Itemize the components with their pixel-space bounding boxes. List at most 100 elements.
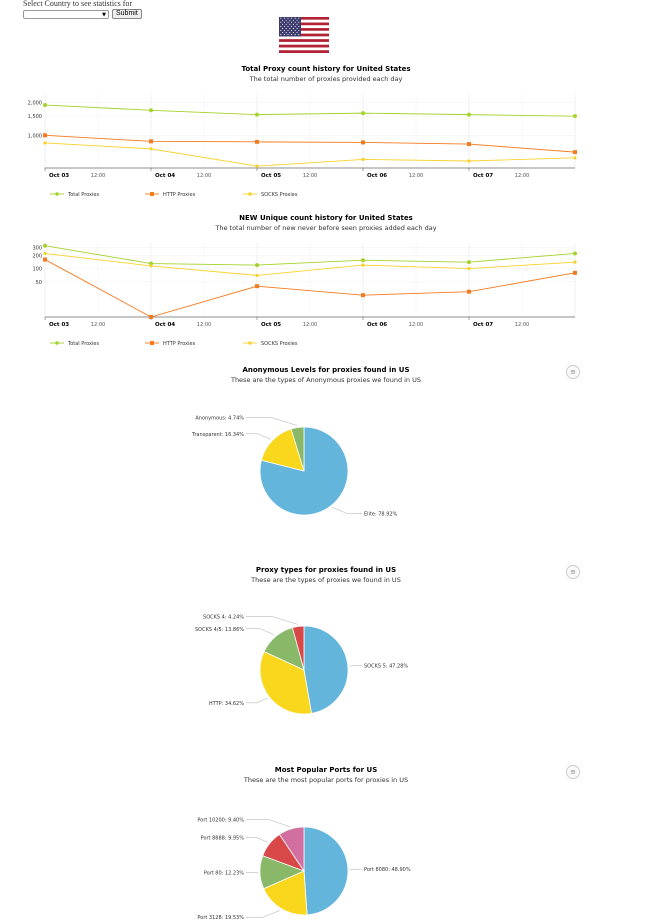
pie-label: Transparent: 16.34% <box>191 432 244 438</box>
y-tick-label: 50 <box>36 280 42 286</box>
submit-button[interactable]: Submit <box>112 9 142 19</box>
x-tick-label: Oct 05 <box>261 322 281 328</box>
data-point <box>361 140 365 145</box>
legend-marker <box>150 341 154 345</box>
x-minor-tick-label: 12:00 <box>303 173 317 179</box>
data-point <box>43 103 47 108</box>
pie-label: SOCKS 5: 47.28% <box>364 663 408 669</box>
data-point <box>255 284 259 289</box>
pie3-chart: Port 8080: 48.90% Port 3128: 19.53% Port 8… <box>197 817 410 920</box>
pie-slice <box>278 826 305 873</box>
x-minor-tick-label: 12:00 <box>197 173 211 179</box>
pie-slice <box>259 650 312 715</box>
pie-slice <box>260 428 305 472</box>
data-point <box>43 257 47 262</box>
pie-label-connector <box>246 910 281 918</box>
data-point <box>361 111 365 116</box>
data-point <box>149 147 153 151</box>
pie-label: Elite: 78.92% <box>364 512 398 518</box>
pie-label-connector <box>246 417 298 426</box>
legend-marker <box>248 192 252 196</box>
data-point <box>573 150 577 155</box>
data-point <box>573 260 577 264</box>
chart1-line-chart: 2,000 1,500 1,000 Oct 03 12:00 Oct 04 12:00 Oct… <box>28 94 577 198</box>
pie3-subtitle: These are the most popular ports for pro… <box>243 776 409 784</box>
chevron-down-icon: ▼ <box>102 11 106 18</box>
data-point <box>255 263 259 268</box>
pie-label: Port 8888: 9.95% <box>201 836 245 842</box>
series-line-1 <box>44 134 576 153</box>
pie-slice <box>303 625 349 714</box>
data-point <box>467 289 471 294</box>
download-icon: ≡ <box>570 768 576 776</box>
pie-label: SOCKS 4/5: 13.86% <box>195 627 244 633</box>
series-line-1 <box>44 259 576 318</box>
us-flag-icon <box>279 17 329 53</box>
x-minor-tick-label: 12:00 <box>409 173 423 179</box>
download-icon: ≡ <box>570 568 576 576</box>
data-point <box>361 293 365 298</box>
pie-label-connector <box>246 628 275 636</box>
series-line-2 <box>44 253 576 276</box>
pie-label: Anonymous: 4.74% <box>195 416 244 422</box>
chart1-subtitle: The total number of proxies provided eac… <box>249 75 403 83</box>
x-minor-tick-label: 12:00 <box>515 173 529 179</box>
data-point <box>573 270 577 275</box>
pie-label-connector <box>246 616 298 625</box>
legend-marker <box>55 192 59 196</box>
pie1-subtitle: These are the types of Anonymous proxies… <box>230 376 422 384</box>
x-tick-label: Oct 03 <box>49 173 69 179</box>
y-tick-label: 300 <box>32 246 42 252</box>
x-minor-tick-label: 12:00 <box>197 322 211 328</box>
data-point <box>149 315 153 319</box>
data-point <box>149 261 153 266</box>
series-line-0 <box>44 245 576 266</box>
data-point <box>255 139 259 144</box>
y-tick-label: 1,500 <box>28 114 42 120</box>
pie-label-connector <box>246 697 268 704</box>
legend-label: Total Proxies <box>67 341 99 347</box>
y-tick-label: 100 <box>32 267 42 273</box>
x-minor-tick-label: 12:00 <box>515 322 529 328</box>
x-minor-tick-label: 12:00 <box>303 322 317 328</box>
x-tick-label: Oct 03 <box>49 322 69 328</box>
data-point <box>43 133 47 138</box>
pie3-export-button[interactable]: ≡ <box>566 765 580 779</box>
pie-label: HTTP: 34.62% <box>209 701 244 707</box>
data-point <box>467 112 471 117</box>
legend-marker <box>150 192 154 196</box>
pie-label: Port 3128: 19.53% <box>197 915 244 920</box>
pie-label: SOCKS 4: 4.24% <box>203 614 244 620</box>
series-line-2 <box>44 142 576 167</box>
pie-label: Port 80: 12.23% <box>204 871 244 877</box>
pie2-export-button[interactable]: ≡ <box>566 565 580 579</box>
country-form: Select Country to see statistics for ▼ S… <box>23 0 223 19</box>
legend-marker <box>248 341 252 345</box>
x-tick-label: Oct 07 <box>473 173 493 179</box>
legend-label: HTTP Proxies <box>163 341 196 347</box>
pie-slice <box>290 426 305 472</box>
country-select[interactable]: ▼ <box>23 9 109 19</box>
x-tick-label: Oct 07 <box>473 322 493 328</box>
legend-marker <box>55 341 59 345</box>
x-tick-label: Oct 06 <box>367 322 387 328</box>
legend-label: Total Proxies <box>67 192 99 198</box>
data-point <box>361 258 365 263</box>
data-point <box>573 156 577 160</box>
pie2-subtitle: These are the types of proxies we found … <box>251 576 401 584</box>
chart2-title: NEW Unique count history for United Stat… <box>239 214 413 222</box>
data-point <box>255 112 259 117</box>
pie-slice <box>303 826 349 916</box>
series-line-0 <box>44 104 576 117</box>
pie1-chart: Elite: 78.92% Transparent: 16.34% Anonymou… <box>191 416 398 518</box>
data-point <box>255 164 259 168</box>
pie1-export-button[interactable]: ≡ <box>566 365 580 379</box>
pie2-chart: SOCKS 5: 47.28% HTTP: 34.62% SOCKS 4/5: 13… <box>195 614 408 715</box>
legend-label: HTTP Proxies <box>163 192 196 198</box>
data-point <box>573 114 577 119</box>
data-point <box>43 141 47 145</box>
pie-label: Port 10200: 9.40% <box>197 817 244 823</box>
data-point <box>467 142 471 147</box>
pie-label-connector <box>349 665 362 667</box>
data-point <box>149 108 153 113</box>
